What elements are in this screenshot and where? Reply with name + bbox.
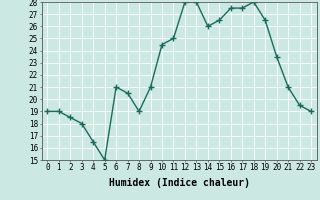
X-axis label: Humidex (Indice chaleur): Humidex (Indice chaleur) xyxy=(109,178,250,188)
